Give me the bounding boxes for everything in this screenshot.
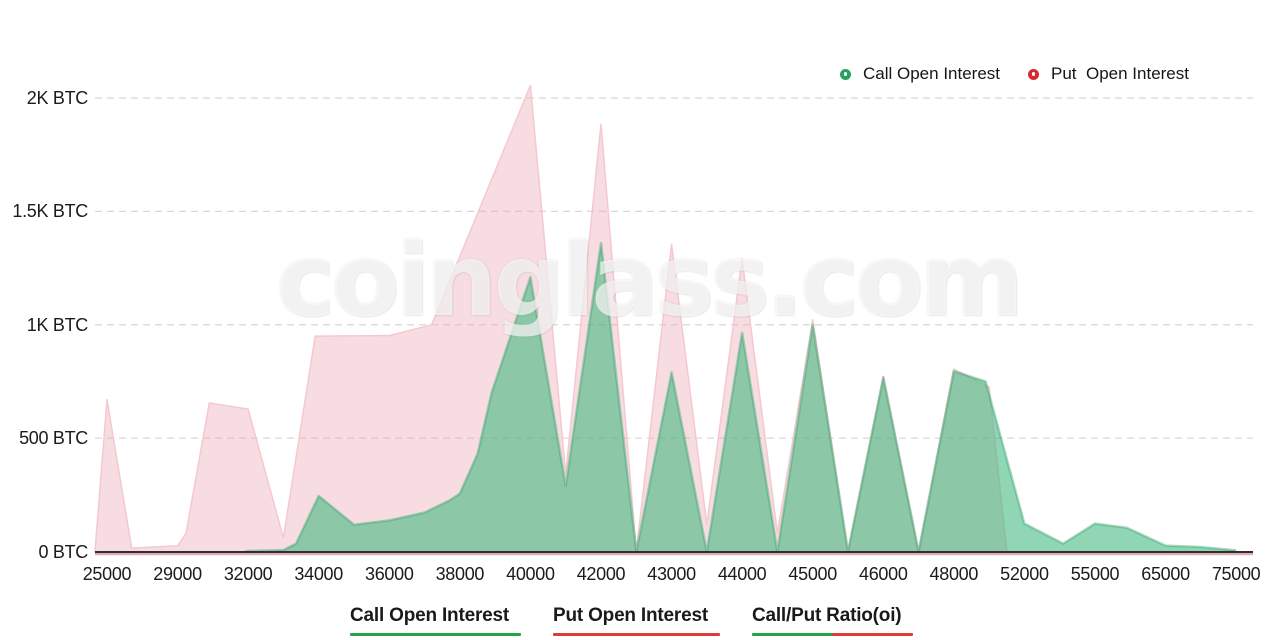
- x-tick-label: 65000: [1141, 564, 1190, 584]
- tab-underline-green-red: [751, 633, 914, 636]
- tab-put-open-interest[interactable]: Put Open Interest: [553, 605, 720, 636]
- x-tick-label: 42000: [576, 564, 626, 584]
- put-legend-dot-icon: [1028, 68, 1040, 80]
- tab-call-put-ratio[interactable]: Call/Put Ratio(oi): [751, 605, 914, 636]
- footer-tabs: Call Open Interest Put Open Interest Cal…: [350, 605, 914, 636]
- x-tick-label: 29000: [153, 564, 202, 584]
- call-area: [244, 243, 1237, 552]
- x-tick-label: 46000: [858, 564, 908, 584]
- x-tick-label: 25000: [82, 564, 132, 584]
- x-tick-label: 45000: [788, 564, 837, 584]
- chart-legend: Call Open Interest Put Open Interest: [840, 62, 1189, 86]
- tab-label: Put Open Interest: [553, 605, 708, 626]
- y-tick-label: 0 BTC: [38, 541, 88, 562]
- put-line: [94, 84, 1237, 553]
- tab-label: Call/Put Ratio(oi): [751, 605, 902, 626]
- tab-underline-red: [553, 633, 720, 636]
- x-tick-label: 48000: [929, 564, 979, 584]
- tab-label: Call Open Interest: [350, 605, 509, 626]
- x-tick-label: 43000: [647, 564, 696, 584]
- y-tick-label: 1.5K BTC: [12, 201, 88, 222]
- legend-item-call[interactable]: Call Open Interest: [840, 64, 1000, 84]
- x-tick-label: 36000: [364, 564, 414, 584]
- call-line: [244, 241, 1237, 553]
- x-tick-label: 40000: [506, 564, 555, 584]
- tab-call-open-interest[interactable]: Call Open Interest: [350, 605, 521, 636]
- call-legend-dot-icon: [840, 68, 851, 80]
- x-tick-label: 55000: [1070, 564, 1120, 584]
- y-tick-label: 1K BTC: [26, 314, 89, 335]
- x-tick-label: 34000: [294, 564, 343, 584]
- y-tick-label: 2K BTC: [26, 88, 89, 108]
- x-tick-label: 38000: [435, 564, 485, 584]
- legend-label-call: Call Open Interest: [863, 64, 1001, 83]
- tab-underline-green: [350, 633, 521, 636]
- legend-label-put: Put Open Interest: [1051, 64, 1189, 83]
- x-tick-label: 44000: [717, 564, 767, 584]
- x-tick-label: 32000: [223, 564, 273, 584]
- y-tick-label: 500 BTC: [19, 428, 88, 449]
- x-tick-label: 75000: [1211, 564, 1261, 584]
- legend-item-put[interactable]: Put Open Interest: [1028, 64, 1189, 84]
- x-tick-label: 52000: [1000, 564, 1049, 584]
